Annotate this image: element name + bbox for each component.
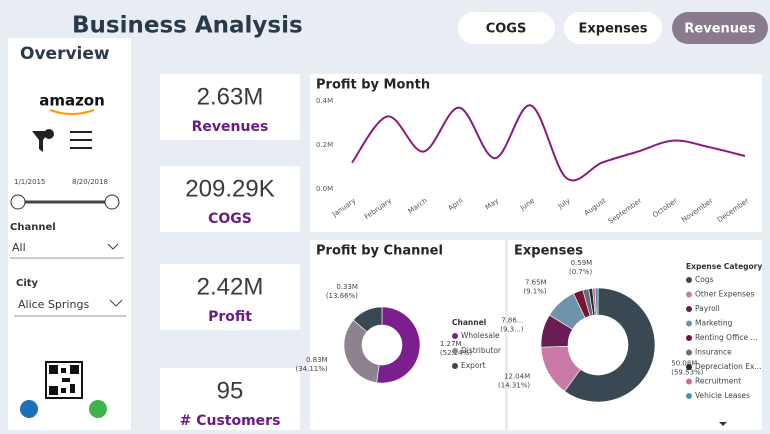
data-label: 0.33M: [336, 283, 358, 291]
line: [351, 104, 746, 182]
slider-handle[interactable]: [104, 194, 120, 210]
legend-marker: [686, 393, 692, 399]
date-start[interactable]: 1/1/2015: [14, 178, 45, 186]
legend-marker: [686, 291, 692, 298]
legend-marker: [452, 348, 458, 354]
kpi-value: 2.63M: [197, 83, 264, 110]
legend-label: Cogs: [695, 275, 714, 284]
data-label: 1.27M: [440, 340, 462, 348]
slider-handle[interactable]: [10, 194, 26, 210]
y-tick-label: 0.0M: [316, 185, 333, 193]
kpi-label: Profit: [208, 309, 252, 325]
chart-panel: [310, 74, 762, 232]
linkedin-icon[interactable]: [20, 400, 38, 418]
legend-marker: [686, 378, 692, 385]
legend-marker: [452, 363, 458, 369]
page-title: Business Analysis: [72, 13, 303, 39]
kpi-card: [160, 264, 300, 330]
percent-label: (0.7%): [569, 268, 593, 276]
kpi-card: [160, 166, 300, 232]
kpi-card: [160, 74, 300, 140]
date-end[interactable]: 8/20/2018: [72, 178, 108, 186]
whatsapp-icon[interactable]: [89, 400, 107, 418]
kpi-value: 95: [217, 377, 244, 404]
legend-label: Insurance: [695, 348, 732, 357]
percent-label: (34.11%): [295, 365, 327, 373]
kpi-label: Revenues: [192, 119, 269, 135]
data-label: 50.08M: [671, 360, 697, 368]
channel-label: Channel: [10, 222, 56, 233]
kpi-value: 2.42M: [197, 273, 264, 300]
dropdown-arrow: [109, 299, 123, 307]
revenues-button[interactable]: [672, 12, 768, 44]
data-label: 7.86...: [501, 316, 523, 324]
legend-scroll[interactable]: [719, 422, 727, 426]
legend-marker: [686, 364, 692, 370]
data-label: 12.04M: [504, 372, 530, 380]
data-label: 0.83M: [306, 356, 328, 364]
filter-clear: [44, 129, 54, 139]
cogs-button[interactable]: [458, 12, 555, 44]
legend-label: Recruitment: [695, 377, 741, 386]
legend-marker: [686, 320, 692, 327]
button-label[interactable]: Expenses: [579, 22, 648, 37]
chart-title: Profit by Channel: [316, 244, 443, 259]
city-dropdown[interactable]: Alice Springs: [18, 298, 89, 311]
donut-slice: [376, 306, 421, 384]
brand-logo: amazon: [39, 92, 105, 110]
button-label[interactable]: COGS: [486, 22, 527, 37]
channel-dropdown[interactable]: All: [12, 241, 26, 254]
brand-smile: [49, 109, 95, 115]
legend-marker: [686, 349, 692, 356]
y-tick-label: 0.4M: [316, 97, 333, 105]
legend-label: Depreciation Ex...: [695, 362, 762, 371]
legend-title: Channel: [452, 318, 486, 327]
legend-label: Wholesale: [461, 331, 500, 340]
kpi-card: [160, 368, 300, 430]
legend-marker: [686, 277, 692, 283]
legend-label: Other Expenses: [695, 290, 755, 299]
legend-label: Renting Office ...: [695, 333, 758, 342]
city-label: City: [16, 278, 39, 289]
legend-label: Vehicle Leases: [695, 391, 750, 400]
kpi-label: # Customers: [180, 413, 281, 429]
percent-label: (13.66%): [326, 292, 358, 300]
overview-title: Overview: [20, 44, 110, 64]
dropdown-arrow: [107, 243, 119, 250]
donut-slice: [594, 287, 599, 316]
legend-marker: [452, 333, 458, 339]
data-label: 7.65M: [525, 279, 547, 287]
legend-marker: [686, 335, 692, 341]
percent-label: (14.31%): [498, 381, 530, 389]
kpi-label: COGS: [208, 211, 252, 227]
legend-label: Export: [461, 361, 486, 370]
percent-label: (9.1%): [523, 288, 547, 296]
button-label[interactable]: Revenues: [684, 22, 755, 37]
kpi-value: 209.29K: [185, 175, 274, 202]
data-label: 0.59M: [571, 259, 593, 267]
legend-label: Payroll: [695, 304, 720, 313]
legend-marker: [686, 306, 692, 312]
legend-label: Distributor: [461, 346, 502, 355]
settings-icon[interactable]: [70, 131, 92, 149]
donut-slice: [564, 287, 656, 403]
legend-label: Marketing: [695, 319, 733, 328]
y-tick-label: 0.2M: [316, 141, 333, 149]
legend-title: Expense Category: [686, 262, 762, 271]
chart-title: Profit by Month: [316, 78, 430, 93]
percent-label: (59.53%): [671, 369, 703, 377]
qr-code: [45, 361, 83, 399]
chart-title: Expenses: [514, 244, 583, 259]
expenses-button[interactable]: [564, 12, 662, 44]
donut-slice: [352, 306, 383, 333]
percent-label: (9.3...): [500, 325, 524, 333]
